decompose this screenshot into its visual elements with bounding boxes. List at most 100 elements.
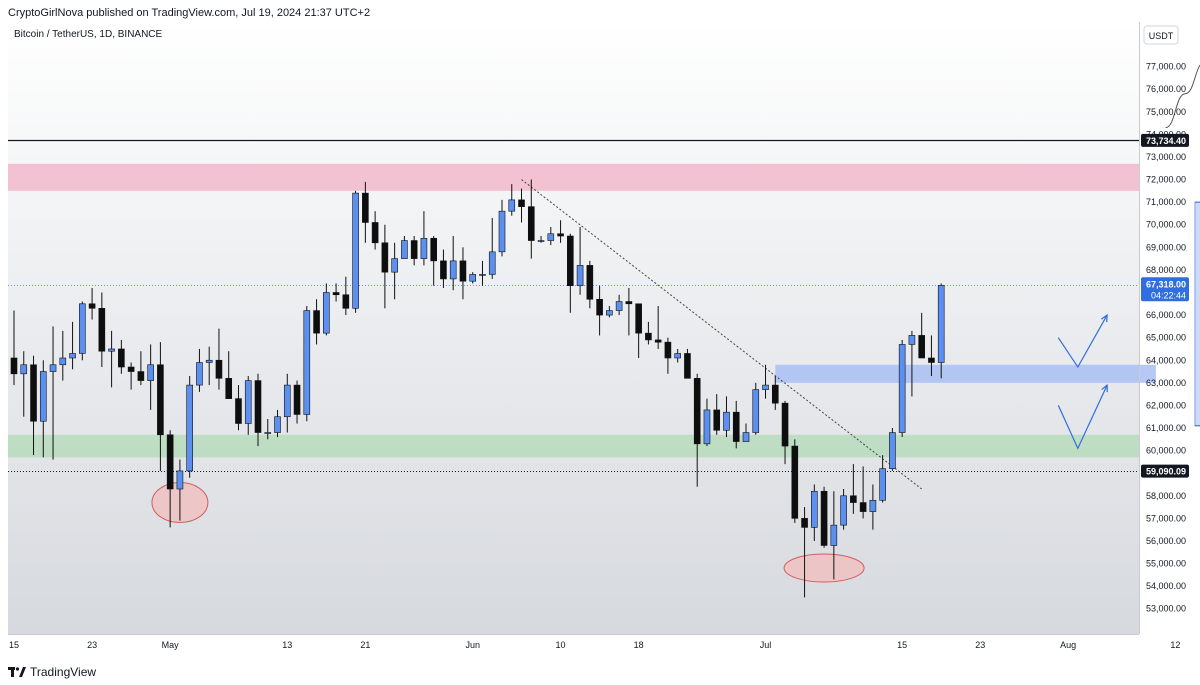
candle[interactable] — [850, 464, 857, 514]
candle[interactable] — [928, 335, 935, 377]
candle[interactable] — [723, 396, 730, 438]
candle[interactable] — [440, 249, 447, 288]
target-box[interactable] — [1194, 201, 1200, 427]
candle[interactable] — [713, 394, 721, 435]
candle[interactable] — [98, 292, 106, 368]
currency-box[interactable] — [1143, 25, 1179, 45]
candle[interactable] — [244, 376, 252, 435]
candle[interactable] — [684, 348, 691, 379]
candle[interactable] — [469, 272, 477, 284]
candle[interactable] — [225, 351, 233, 399]
candle[interactable] — [410, 236, 418, 266]
candle[interactable] — [567, 233, 574, 313]
candle[interactable] — [157, 342, 164, 471]
candle[interactable] — [362, 181, 369, 243]
candle[interactable] — [889, 428, 896, 471]
candle[interactable] — [391, 242, 398, 300]
candle[interactable] — [88, 287, 96, 320]
candle[interactable] — [166, 430, 174, 528]
candle[interactable] — [118, 339, 125, 374]
retest-zone[interactable] — [775, 364, 1156, 383]
candle[interactable] — [762, 364, 769, 399]
candle[interactable] — [264, 418, 272, 440]
candle[interactable] — [20, 351, 28, 417]
candle[interactable] — [879, 455, 886, 503]
candle[interactable] — [859, 466, 867, 519]
highlight-circle[interactable] — [783, 553, 865, 583]
price-label-box[interactable] — [1141, 133, 1189, 147]
candle[interactable] — [69, 321, 76, 370]
candle[interactable] — [254, 373, 262, 447]
candle[interactable] — [625, 287, 633, 336]
candle[interactable] — [771, 376, 779, 410]
candle[interactable] — [693, 373, 701, 487]
candle[interactable] — [303, 306, 311, 422]
candle[interactable] — [898, 339, 906, 438]
trendline[interactable] — [521, 179, 922, 490]
candle[interactable] — [323, 283, 330, 336]
candle[interactable] — [479, 260, 486, 286]
candle[interactable] — [459, 247, 467, 300]
candle[interactable] — [820, 486, 828, 548]
candle[interactable] — [313, 299, 320, 345]
candle[interactable] — [59, 330, 67, 381]
candle[interactable] — [527, 179, 535, 259]
check-mark-arrow[interactable] — [1057, 314, 1108, 369]
candle[interactable] — [654, 306, 662, 349]
candle[interactable] — [430, 236, 437, 286]
candle[interactable] — [557, 220, 564, 243]
candle[interactable] — [127, 362, 135, 390]
candle[interactable] — [586, 260, 594, 309]
candle[interactable] — [79, 301, 86, 361]
candle[interactable] — [137, 351, 145, 386]
candle[interactable] — [811, 484, 818, 541]
candle[interactable] — [937, 283, 945, 379]
candle[interactable] — [615, 294, 623, 316]
candle[interactable] — [401, 236, 408, 259]
candle[interactable] — [108, 330, 115, 388]
candle[interactable] — [420, 211, 428, 266]
candle[interactable] — [596, 285, 603, 336]
candle[interactable] — [332, 283, 340, 302]
candle[interactable] — [781, 400, 789, 465]
candle[interactable] — [606, 306, 613, 318]
candle[interactable] — [381, 224, 389, 309]
candle[interactable] — [39, 360, 47, 458]
candle[interactable] — [274, 409, 281, 438]
candle[interactable] — [547, 226, 555, 246]
candle[interactable] — [703, 398, 711, 447]
candle[interactable] — [488, 217, 496, 279]
candle[interactable] — [918, 312, 925, 359]
candle[interactable] — [498, 199, 506, 257]
candle[interactable] — [664, 337, 672, 374]
candle[interactable] — [147, 344, 154, 410]
candle[interactable] — [518, 188, 525, 223]
candle[interactable] — [742, 423, 750, 442]
candle[interactable] — [801, 507, 808, 598]
candle[interactable] — [449, 236, 457, 291]
candle[interactable] — [30, 355, 37, 456]
candle[interactable] — [830, 491, 838, 580]
candle[interactable] — [352, 190, 359, 313]
candle[interactable] — [537, 236, 545, 243]
candle[interactable] — [791, 439, 799, 523]
price-label-box[interactable] — [1141, 464, 1189, 478]
candle[interactable] — [235, 385, 242, 431]
candle[interactable] — [371, 211, 379, 250]
candle[interactable] — [186, 376, 193, 478]
check-mark-arrow[interactable] — [1057, 384, 1108, 450]
candle[interactable] — [49, 326, 57, 460]
candle[interactable] — [674, 348, 681, 363]
candle[interactable] — [293, 380, 301, 424]
candle[interactable] — [10, 310, 18, 386]
candle[interactable] — [205, 346, 213, 386]
candle[interactable] — [645, 321, 652, 345]
price-label-box[interactable] — [1141, 277, 1189, 302]
candle[interactable] — [840, 488, 847, 530]
candle[interactable] — [508, 184, 516, 216]
resistance-zone[interactable] — [8, 163, 1139, 191]
candle[interactable] — [196, 348, 203, 392]
time-axis[interactable]: 1523May1321Jun1018Jul1523Aug1220Sep — [9, 640, 1200, 650]
candle[interactable] — [576, 226, 584, 295]
